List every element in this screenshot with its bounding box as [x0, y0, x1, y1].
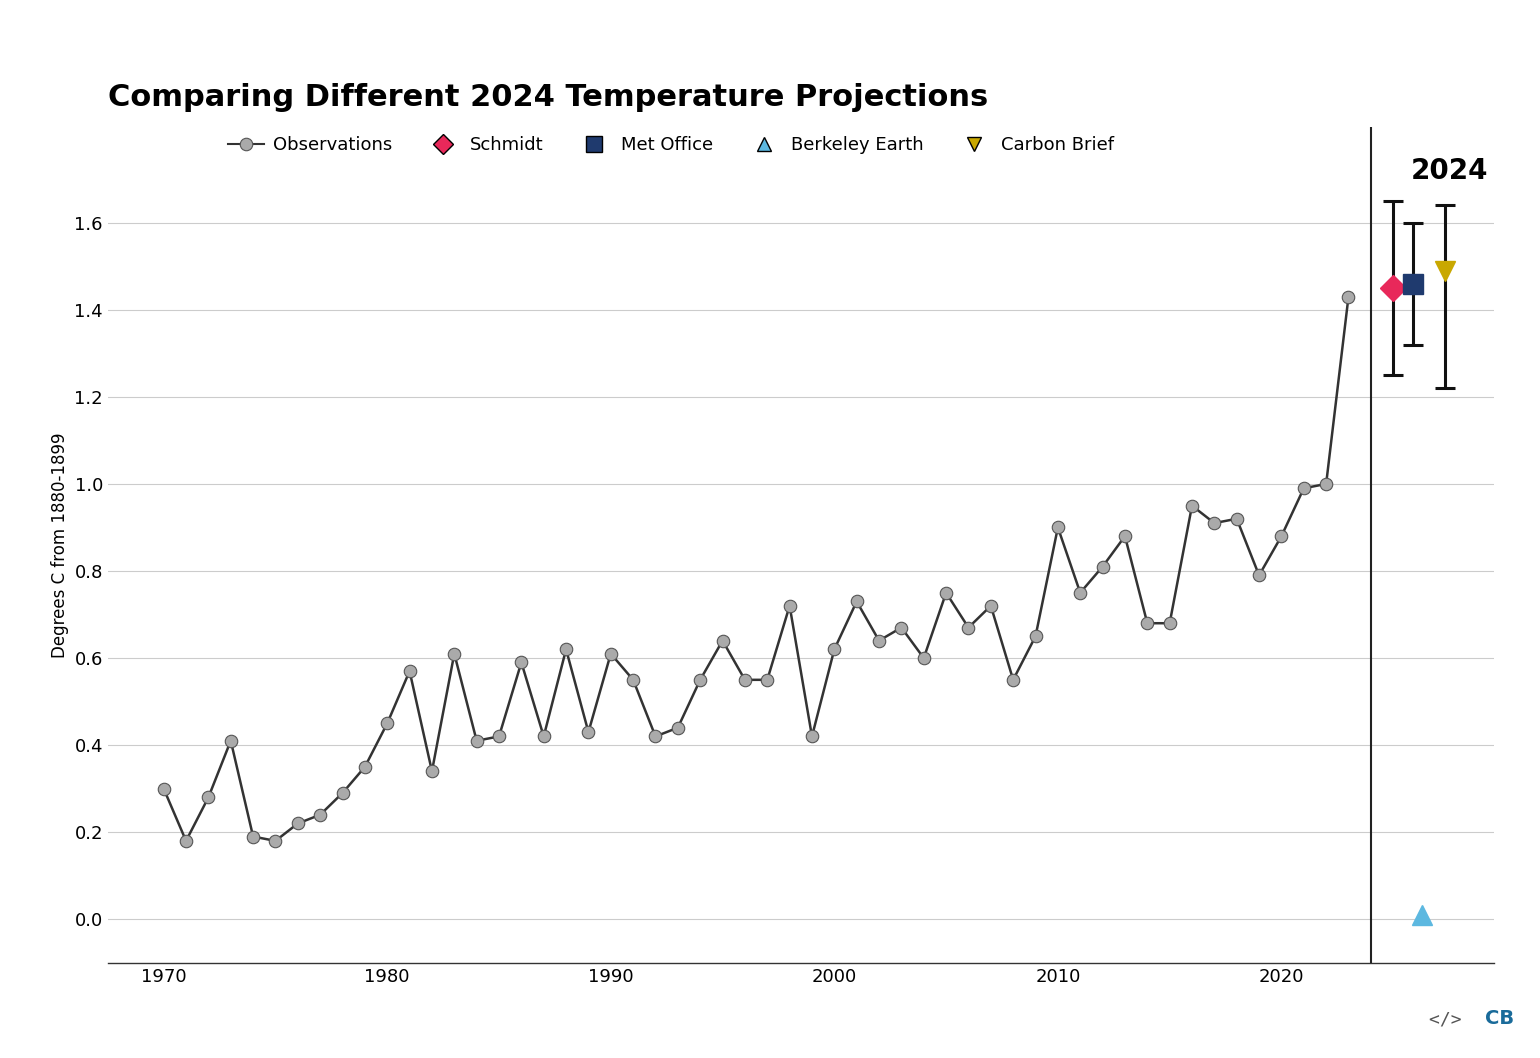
Legend: Observations, Schmidt, Met Office, Berkeley Earth, Carbon Brief: Observations, Schmidt, Met Office, Berke…	[228, 136, 1113, 154]
Text: 2024: 2024	[1411, 158, 1488, 185]
Text: </>: </>	[1429, 1010, 1472, 1028]
Text: Comparing Different 2024 Temperature Projections: Comparing Different 2024 Temperature Pro…	[108, 84, 989, 112]
Y-axis label: Degrees C from 1880-1899: Degrees C from 1880-1899	[51, 432, 69, 658]
Text: CB: CB	[1485, 1009, 1514, 1028]
